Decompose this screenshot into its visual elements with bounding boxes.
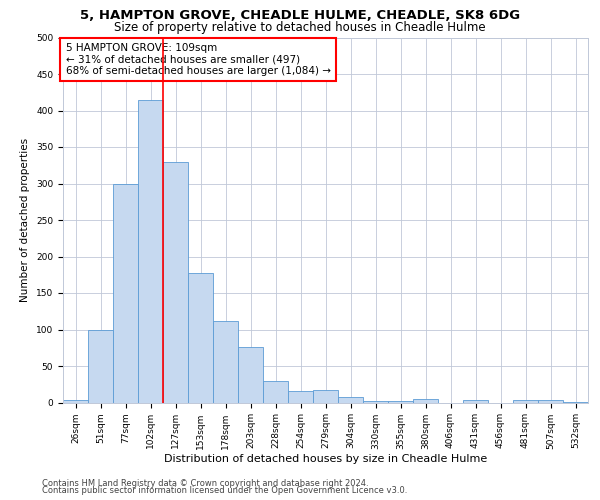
Bar xyxy=(213,320,238,402)
Y-axis label: Number of detached properties: Number of detached properties xyxy=(20,138,31,302)
Bar xyxy=(538,400,563,402)
Bar xyxy=(338,396,363,402)
Bar xyxy=(63,400,88,402)
Text: 5 HAMPTON GROVE: 109sqm
← 31% of detached houses are smaller (497)
68% of semi-d: 5 HAMPTON GROVE: 109sqm ← 31% of detache… xyxy=(65,43,331,76)
X-axis label: Distribution of detached houses by size in Cheadle Hulme: Distribution of detached houses by size … xyxy=(164,454,487,464)
Text: Contains public sector information licensed under the Open Government Licence v3: Contains public sector information licen… xyxy=(42,486,407,495)
Bar xyxy=(513,400,538,402)
Bar xyxy=(163,162,188,402)
Bar xyxy=(188,272,213,402)
Bar xyxy=(263,380,288,402)
Bar xyxy=(388,401,413,402)
Text: 5, HAMPTON GROVE, CHEADLE HULME, CHEADLE, SK8 6DG: 5, HAMPTON GROVE, CHEADLE HULME, CHEADLE… xyxy=(80,9,520,22)
Bar xyxy=(288,391,313,402)
Bar xyxy=(138,100,163,403)
Bar xyxy=(113,184,138,402)
Bar xyxy=(413,399,438,402)
Bar xyxy=(238,347,263,403)
Bar xyxy=(463,400,488,402)
Bar xyxy=(313,390,338,402)
Text: Size of property relative to detached houses in Cheadle Hulme: Size of property relative to detached ho… xyxy=(114,21,486,34)
Bar xyxy=(88,330,113,402)
Bar xyxy=(363,401,388,402)
Text: Contains HM Land Registry data © Crown copyright and database right 2024.: Contains HM Land Registry data © Crown c… xyxy=(42,478,368,488)
